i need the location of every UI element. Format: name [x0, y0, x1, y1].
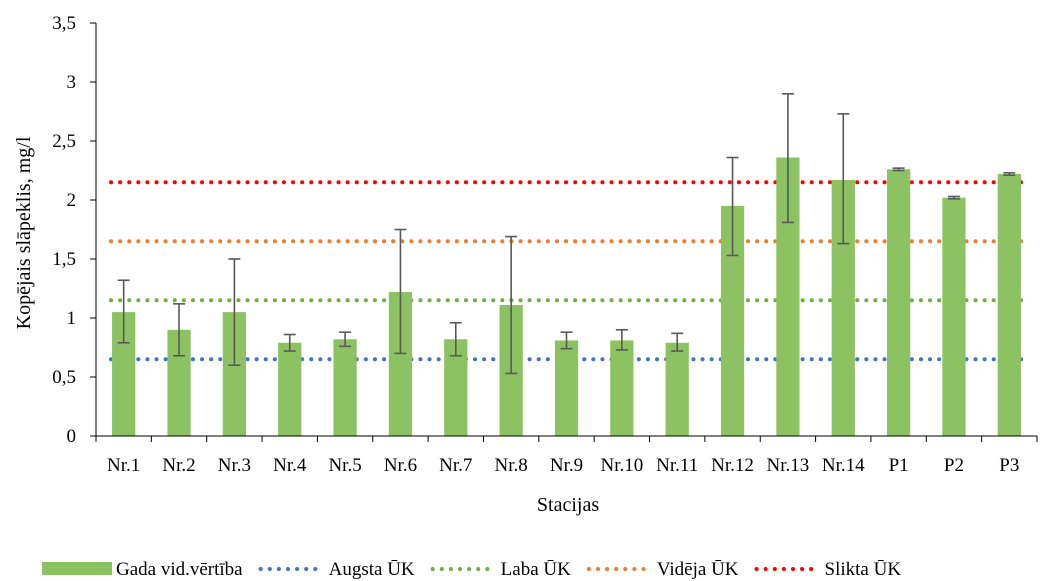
bar — [720, 205, 745, 436]
y-tick-label: 1,5 — [52, 249, 76, 270]
y-tick-label: 0,5 — [52, 367, 76, 388]
error-bar — [394, 228, 407, 355]
error-bar — [505, 235, 518, 375]
bar — [222, 312, 247, 436]
error-bar — [671, 332, 684, 352]
legend-label: Laba ŪK — [501, 559, 571, 580]
x-tick-label: Nr.5 — [328, 455, 361, 476]
x-tick-label: P1 — [889, 455, 909, 476]
x-tick-label: Nr.14 — [822, 455, 865, 476]
legend-item — [42, 562, 112, 575]
x-tick-label: P3 — [999, 455, 1019, 476]
y-axis-title: Kopējais slāpeklis, mg/l — [13, 136, 35, 329]
legend-label: Vidēja ŪK — [657, 559, 739, 580]
bar — [278, 342, 302, 436]
error-bar — [560, 331, 573, 350]
x-tick-label: P2 — [944, 455, 964, 476]
x-tick-label: Nr.13 — [767, 455, 810, 476]
x-axis-title: Stacijas — [537, 494, 599, 516]
x-tick-label: Nr.1 — [107, 455, 140, 476]
error-bar — [1003, 172, 1016, 177]
x-axis-ticks: Nr.1 Nr.2 Nr.3 Nr.4 Nr.5 Nr.6 Nr.7 Nr.8 Nr.9 Nr.1… — [95, 436, 1038, 476]
error-bar — [449, 321, 462, 357]
error-bar — [173, 303, 186, 357]
x-tick-label: Nr.3 — [218, 455, 251, 476]
bar — [886, 169, 911, 436]
error-bar — [781, 93, 794, 224]
legend-label: Gada vid.vērtība — [116, 559, 243, 580]
x-tick-label: Nr.2 — [162, 455, 195, 476]
error-bar — [339, 331, 352, 348]
y-tick-label: 3,5 — [52, 13, 76, 34]
error-bar — [726, 156, 739, 257]
bar — [942, 197, 966, 436]
bar — [665, 342, 689, 436]
legend: Gada vid.vērtība Augsta ŪK Laba ŪK Vidēja Ū… — [42, 559, 901, 580]
y-axis-ticks: 0 0,5 1 1,5 2 2,5 3 3,5 — [52, 13, 96, 447]
y-tick-label: 0 — [67, 426, 77, 447]
legend-swatch — [42, 562, 112, 575]
x-tick-label: Nr.8 — [495, 455, 528, 476]
x-tick-label: Nr.12 — [711, 455, 754, 476]
y-tick-label: 2,5 — [52, 131, 76, 152]
error-bar — [283, 333, 296, 352]
bar — [333, 339, 357, 436]
error-bar — [947, 195, 960, 200]
bar — [776, 157, 800, 436]
y-tick-label: 2 — [67, 190, 77, 211]
bars — [112, 157, 1021, 437]
y-tick-label: 1 — [67, 308, 77, 329]
reference-lines — [109, 180, 1029, 362]
error-bar — [615, 328, 628, 351]
x-tick-label: Nr.11 — [656, 455, 698, 476]
error-bar — [228, 258, 241, 367]
x-tick-label: Nr.10 — [600, 455, 643, 476]
error-bar — [837, 113, 850, 245]
x-tick-label: Nr.4 — [273, 455, 307, 476]
legend-label: Slikta ŪK — [825, 559, 902, 580]
axes — [95, 23, 1037, 437]
x-tick-label: Nr.6 — [384, 455, 417, 476]
x-tick-label: Nr.7 — [439, 455, 472, 476]
legend-label: Augsta ŪK — [329, 559, 415, 580]
x-tick-label: Nr.9 — [550, 455, 583, 476]
bar — [997, 174, 1021, 437]
bar — [388, 292, 413, 436]
error-bar — [117, 279, 130, 344]
bar — [444, 339, 468, 436]
error-bars — [117, 93, 1016, 375]
error-bar — [892, 167, 905, 172]
y-tick-label: 3 — [67, 72, 77, 93]
bar — [610, 340, 634, 436]
bar — [554, 340, 579, 436]
